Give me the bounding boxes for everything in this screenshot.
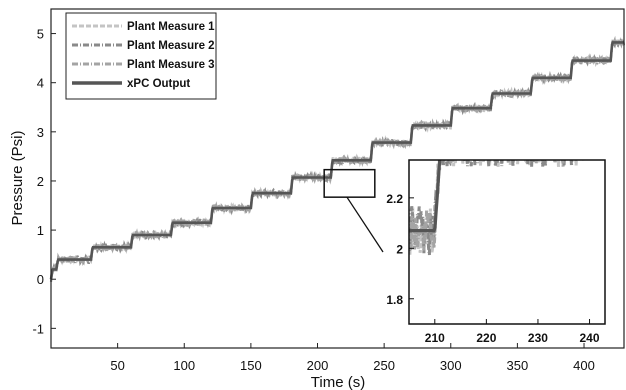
x-tick-label: 350 bbox=[507, 358, 529, 373]
inset-x-tick-label: 240 bbox=[580, 331, 600, 345]
inset-y-tick-label: 1.8 bbox=[386, 293, 403, 307]
x-tick-label: 100 bbox=[173, 358, 195, 373]
main-plot-frame bbox=[50, 8, 625, 349]
y-tick-label: 3 bbox=[37, 125, 44, 140]
inset-x-tick-label: 220 bbox=[476, 331, 496, 345]
zoom-connector-line bbox=[346, 196, 384, 253]
y-axis-label: Pressure (Psi) bbox=[9, 130, 26, 225]
x-tick-label: 400 bbox=[573, 358, 595, 373]
inset-frame bbox=[408, 159, 606, 325]
series-line-4 bbox=[49, 41, 624, 280]
main-y-ticks: -1 0 1 2 3 4 5 bbox=[32, 27, 56, 336]
inset-y-tick-label: 2.2 bbox=[386, 192, 403, 206]
inset-x-tick-label: 230 bbox=[528, 331, 548, 345]
y-tick-label: 4 bbox=[37, 76, 44, 91]
legend-label-3: Plant Measure 3 bbox=[127, 59, 215, 71]
inset-y-tick-label: 2 bbox=[396, 242, 403, 256]
inset-x-tick-label: 210 bbox=[425, 331, 445, 345]
x-tick-label: 250 bbox=[373, 358, 395, 373]
inset-plot-data bbox=[409, 160, 586, 256]
y-tick-label: 1 bbox=[37, 223, 44, 238]
y-tick-label: 0 bbox=[37, 272, 44, 287]
x-axis-label: Time (s) bbox=[311, 374, 365, 390]
inset-y-ticks: 1.8 2 2.2 bbox=[386, 192, 414, 307]
legend-label-4: xPC Output bbox=[127, 78, 190, 90]
x-tick-label: 50 bbox=[110, 358, 124, 373]
x-tick-label: 300 bbox=[440, 358, 462, 373]
legend: Plant Measure 1 Plant Measure 2 Plant Meas… bbox=[65, 12, 217, 100]
inset-x-ticks: 210 220 230 240 bbox=[425, 319, 600, 345]
y-tick-label: 2 bbox=[37, 174, 44, 189]
zoom-region-box bbox=[323, 168, 376, 198]
y-tick-label: -1 bbox=[32, 321, 44, 336]
x-tick-label: 200 bbox=[307, 358, 329, 373]
main-plot-data bbox=[49, 35, 626, 283]
y-tick-label: 5 bbox=[37, 27, 44, 42]
x-tick-label: 150 bbox=[240, 358, 262, 373]
main-x-ticks: 50 100 150 200 250 300 350 400 bbox=[110, 343, 595, 373]
inset-background bbox=[409, 160, 605, 324]
legend-label-1: Plant Measure 1 bbox=[127, 21, 215, 33]
inset-plot: 210 220 230 240 1.8 2 2.2 bbox=[386, 159, 606, 345]
legend-label-2: Plant Measure 2 bbox=[127, 40, 215, 52]
